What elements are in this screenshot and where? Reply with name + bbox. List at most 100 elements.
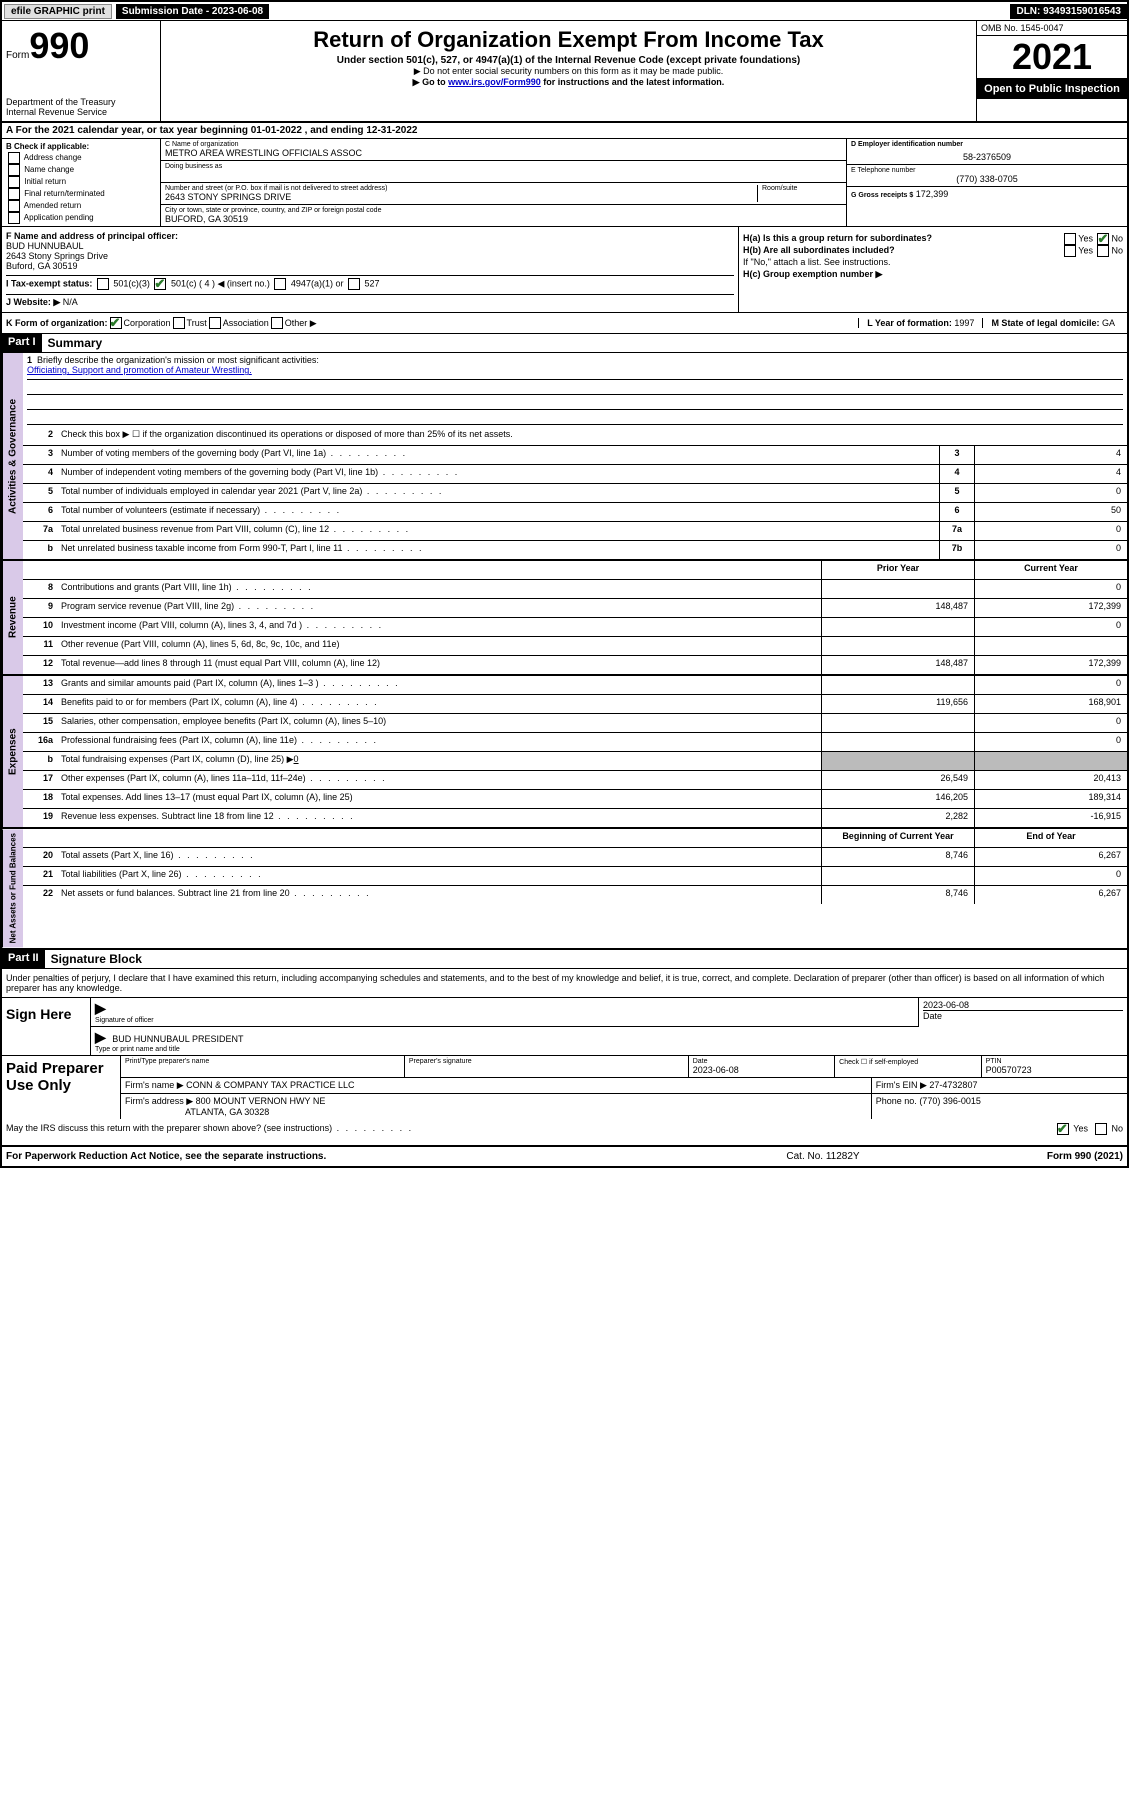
declaration-text: Under penalties of perjury, I declare th…	[2, 969, 1127, 997]
l8: Contributions and grants (Part VIII, lin…	[57, 580, 821, 598]
lbl-other: Other ▶	[285, 318, 317, 329]
p18: 146,205	[821, 790, 974, 808]
city-state-zip: BUFORD, GA 30519	[165, 214, 842, 224]
phone: (770) 338-0705	[851, 174, 1123, 184]
subtitle-2: ▶ Do not enter social security numbers o…	[165, 66, 972, 77]
p10	[821, 618, 974, 636]
firm-addr2: ATLANTA, GA 30328	[185, 1107, 269, 1117]
p19: 2,282	[821, 809, 974, 827]
firm-ein: 27-4732807	[929, 1080, 977, 1090]
hc-label: H(c) Group exemption number ▶	[743, 269, 1123, 280]
c14: 168,901	[974, 695, 1127, 713]
col-f-officer: F Name and address of principal officer:…	[2, 227, 739, 312]
c10: 0	[974, 618, 1127, 636]
ha-label: H(a) Is this a group return for subordin…	[743, 233, 932, 243]
prep-date: 2023-06-08	[693, 1065, 739, 1075]
gross-receipts: 172,399	[916, 189, 949, 199]
chk-501c3[interactable]	[97, 278, 109, 290]
dba-label: Doing business as	[165, 163, 842, 170]
chk-address-change[interactable]	[8, 152, 20, 164]
chk-amended[interactable]	[8, 200, 20, 212]
block-expenses: Expenses 13Grants and similar amounts pa…	[2, 676, 1127, 829]
chk-final-return[interactable]	[8, 188, 20, 200]
chk-corp[interactable]	[110, 317, 122, 329]
l9: Program service revenue (Part VIII, line…	[57, 599, 821, 617]
efile-print-button[interactable]: efile GRAPHIC print	[4, 4, 112, 19]
chk-assoc[interactable]	[209, 317, 221, 329]
p15	[821, 714, 974, 732]
p20: 8,746	[821, 848, 974, 866]
section-bcde: B Check if applicable: Address change Na…	[2, 139, 1127, 227]
sig-date: 2023-06-08	[923, 1000, 1123, 1010]
chk-discuss-yes[interactable]	[1057, 1123, 1069, 1135]
l19: Revenue less expenses. Subtract line 18 …	[57, 809, 821, 827]
lbl-501c: 501(c) ( 4 ) ◀ (insert no.)	[171, 279, 270, 289]
chk-other[interactable]	[271, 317, 283, 329]
l21: Total liabilities (Part X, line 26)	[57, 867, 821, 885]
col-c-org: C Name of organization METRO AREA WRESTL…	[161, 139, 846, 226]
l17: Other expenses (Part IX, column (A), lin…	[57, 771, 821, 789]
row-a-tax-year: A For the 2021 calendar year, or tax yea…	[2, 123, 1127, 139]
m-label: M State of legal domicile:	[991, 318, 1099, 328]
c16a: 0	[974, 733, 1127, 751]
p21	[821, 867, 974, 885]
hb-note: If "No," attach a list. See instructions…	[743, 257, 1123, 267]
chk-4947[interactable]	[274, 278, 286, 290]
chk-discuss-no[interactable]	[1095, 1123, 1107, 1135]
paid-preparer-label: Paid Preparer Use Only	[2, 1056, 120, 1119]
block-net-assets: Net Assets or Fund Balances Beginning of…	[2, 829, 1127, 949]
chk-ha-no[interactable]	[1097, 233, 1109, 245]
sign-here-row: Sign Here ▶ Signature of officer 2023-06…	[2, 997, 1127, 1055]
p11	[821, 637, 974, 655]
irs-link[interactable]: www.irs.gov/Form990	[448, 77, 541, 87]
p16a	[821, 733, 974, 751]
sig-officer-label: Signature of officer	[95, 1017, 914, 1024]
block-governance: Activities & Governance 1 Briefly descri…	[2, 353, 1127, 561]
org-name: METRO AREA WRESTLING OFFICIALS ASSOC	[165, 148, 842, 158]
l-label: L Year of formation:	[867, 318, 952, 328]
lbl-trust: Trust	[187, 318, 207, 328]
p17: 26,549	[821, 771, 974, 789]
c17: 20,413	[974, 771, 1127, 789]
prep-name-label: Print/Type preparer's name	[125, 1058, 400, 1065]
part2-header-row: Part II Signature Block	[2, 950, 1127, 969]
l10: Investment income (Part VIII, column (A)…	[57, 618, 821, 636]
side-governance: Activities & Governance	[2, 353, 23, 559]
firm-name: CONN & COMPANY TAX PRACTICE LLC	[186, 1080, 354, 1090]
ha-no: No	[1111, 234, 1123, 244]
block-revenue: Revenue Prior YearCurrent Year 8Contribu…	[2, 561, 1127, 676]
mission-link[interactable]: Officiating, Support and promotion of Am…	[27, 365, 252, 375]
hb-no: No	[1111, 246, 1123, 256]
chk-name-change[interactable]	[8, 164, 20, 176]
opt-final-return: Final return/terminated	[24, 189, 104, 198]
irs-label: Internal Revenue Service	[6, 107, 156, 117]
chk-501c[interactable]	[154, 278, 166, 290]
chk-trust[interactable]	[173, 317, 185, 329]
firm-addr1: 800 MOUNT VERNON HWY NE	[196, 1096, 326, 1106]
l7a-desc: Total unrelated business revenue from Pa…	[57, 522, 939, 540]
l6-desc: Total number of volunteers (estimate if …	[57, 503, 939, 521]
lbl-assoc: Association	[223, 318, 269, 328]
footer: For Paperwork Reduction Act Notice, see …	[2, 1146, 1127, 1166]
l18: Total expenses. Add lines 13–17 (must eq…	[57, 790, 821, 808]
l2-desc: Check this box ▶ ☐ if the organization d…	[57, 427, 1127, 445]
b-label: B Check if applicable:	[6, 141, 156, 152]
omb-number: OMB No. 1545-0047	[977, 21, 1127, 36]
chk-hb-yes[interactable]	[1064, 245, 1076, 257]
opt-name-change: Name change	[24, 165, 74, 174]
hdr-prior: Prior Year	[821, 561, 974, 579]
room-label: Room/suite	[762, 185, 842, 192]
chk-hb-no[interactable]	[1097, 245, 1109, 257]
subtitle-1: Under section 501(c), 527, or 4947(a)(1)…	[165, 55, 972, 66]
lbl-4947: 4947(a)(1) or	[291, 279, 344, 289]
chk-ha-yes[interactable]	[1064, 233, 1076, 245]
chk-initial-return[interactable]	[8, 176, 20, 188]
hb-yes: Yes	[1078, 246, 1093, 256]
f-label: F Name and address of principal officer:	[6, 231, 734, 241]
chk-app-pending[interactable]	[8, 212, 20, 224]
form-title: Return of Organization Exempt From Incom…	[165, 27, 972, 53]
tax-year: 2021	[977, 36, 1127, 79]
date-label: Date	[923, 1010, 1123, 1021]
chk-527[interactable]	[348, 278, 360, 290]
submission-date: Submission Date - 2023-06-08	[116, 4, 269, 19]
